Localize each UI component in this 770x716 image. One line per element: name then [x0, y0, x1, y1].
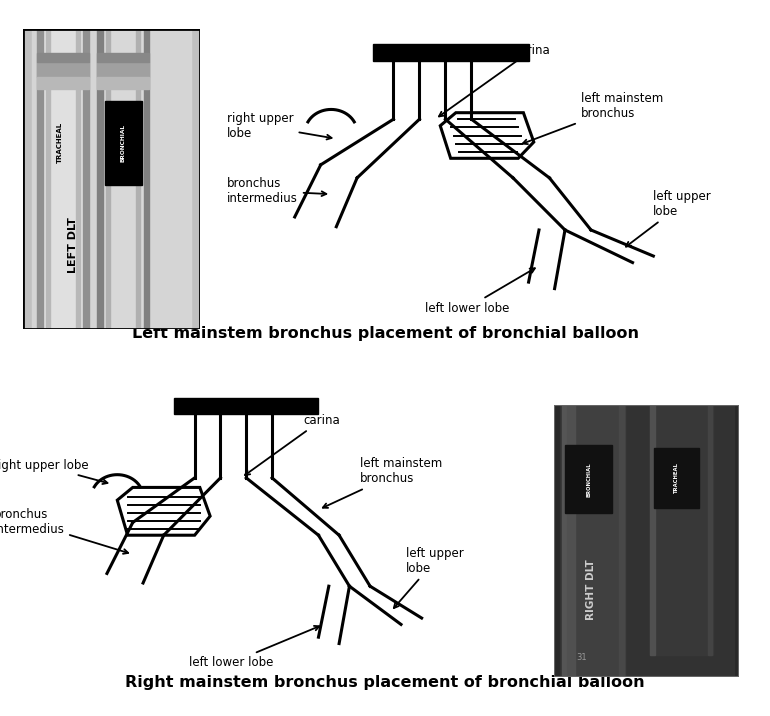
Bar [37, 29, 42, 329]
Text: TRACHEAL: TRACHEAL [674, 463, 679, 493]
Bar [565, 445, 611, 513]
Bar [76, 29, 80, 329]
Bar [619, 405, 624, 677]
Bar [562, 405, 567, 677]
Text: BRONCHIAL: BRONCHIAL [121, 124, 126, 162]
Bar [37, 77, 89, 89]
Bar [708, 405, 712, 655]
Bar [136, 29, 140, 329]
Bar [42, 29, 83, 329]
Text: BRONCHIAL: BRONCHIAL [586, 462, 591, 497]
Bar [37, 62, 89, 77]
Bar [143, 29, 149, 329]
Text: RIGHT DLT: RIGHT DLT [587, 559, 596, 620]
Text: left lower lobe: left lower lobe [189, 626, 320, 669]
Text: right upper
lobe: right upper lobe [227, 112, 332, 140]
Bar [106, 29, 110, 329]
Bar [651, 405, 655, 655]
Bar [98, 62, 149, 77]
Text: Right mainstem bronchus placement of bronchial balloon: Right mainstem bronchus placement of bro… [126, 675, 644, 690]
Bar [37, 53, 89, 62]
Bar [105, 101, 142, 185]
Bar [567, 405, 574, 677]
Bar [174, 398, 319, 414]
Text: left mainstem
bronchus: left mainstem bronchus [523, 92, 663, 144]
Text: left mainstem
bronchus: left mainstem bronchus [323, 458, 442, 508]
Bar [654, 448, 698, 508]
Text: 31: 31 [577, 653, 588, 662]
Text: LEFT DLT: LEFT DLT [68, 217, 78, 273]
Bar [98, 77, 149, 89]
Bar [103, 29, 143, 329]
Bar [98, 29, 102, 329]
Text: left upper
lobe: left upper lobe [626, 190, 711, 246]
Bar [46, 29, 49, 329]
Bar [651, 405, 713, 655]
Text: TRACHEAL: TRACHEAL [57, 122, 63, 163]
Text: left upper
lobe: left upper lobe [393, 547, 464, 608]
Text: bronchus
intermedius: bronchus intermedius [0, 508, 128, 553]
Bar [373, 44, 528, 61]
Text: left lower lobe: left lower lobe [425, 268, 535, 314]
Text: bronchus
intermedius: bronchus intermedius [227, 177, 326, 205]
Bar [83, 29, 89, 329]
Text: Left mainstem bronchus placement of bronchial balloon: Left mainstem bronchus placement of bron… [132, 326, 638, 342]
Text: carina: carina [439, 44, 550, 117]
Text: right upper lobe: right upper lobe [0, 459, 108, 484]
Bar [562, 405, 624, 677]
Bar [98, 53, 149, 62]
Text: carina: carina [245, 414, 340, 475]
